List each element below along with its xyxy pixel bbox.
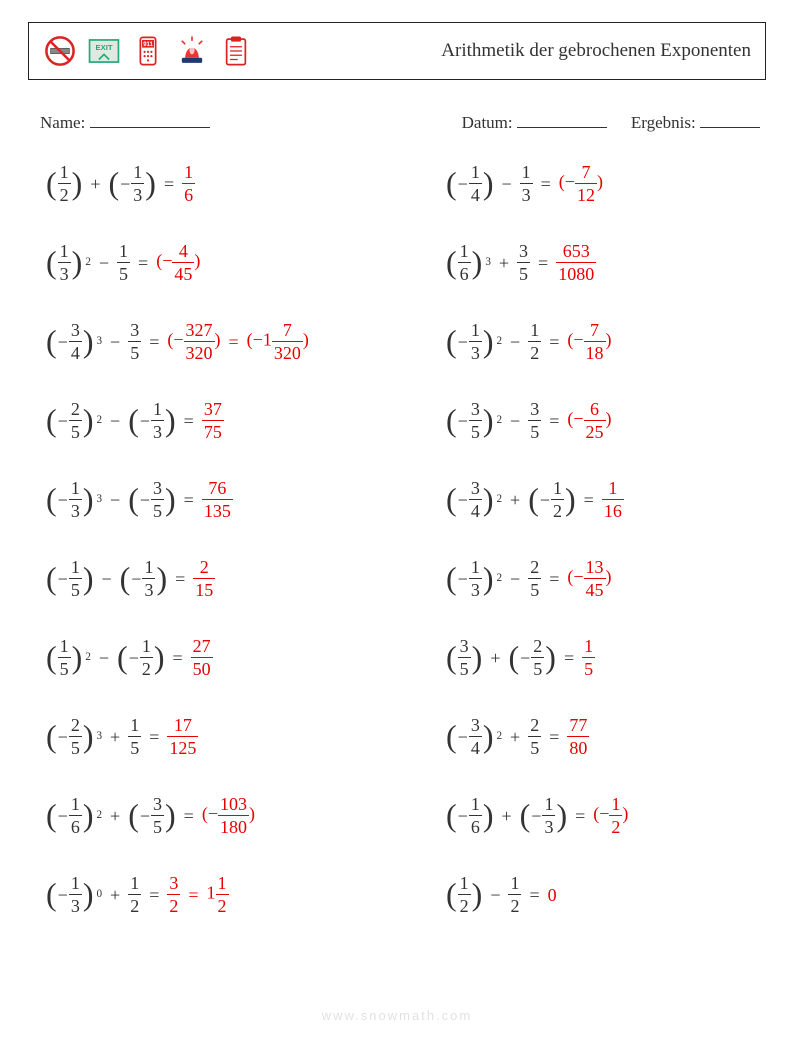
equation-row: 12−12=0 (446, 874, 786, 915)
equation-row: −132−25=(−1345) (446, 558, 786, 599)
equation-row: −15−−13=215 (46, 558, 386, 599)
phone-911-icon: 911 (131, 34, 165, 68)
equation-row: −342+−12=116 (446, 479, 786, 520)
worksheet-title: Arithmetik der gebrochenen Exponenten (441, 40, 751, 62)
result-field: Ergebnis: (631, 110, 760, 133)
equation-row: 132−15=(−445) (46, 242, 386, 283)
svg-text:EXIT: EXIT (96, 43, 113, 52)
equation-row: −16+−13=(−12) (446, 795, 786, 836)
exit-sign-icon: EXIT (87, 34, 121, 68)
watermark-footer: www.snowmath.com (0, 1008, 794, 1023)
worksheet-page: EXIT 911 Arithmetik der gebrochenen Expo… (0, 0, 794, 915)
no-smoking-icon (43, 34, 77, 68)
equation-row: −343−35=(−327320)=(−17320) (46, 321, 386, 362)
svg-text:911: 911 (143, 42, 153, 48)
equation-row: −352−35=(−625) (446, 400, 786, 441)
equation-row: −133−−35=76135 (46, 479, 386, 520)
equation-row: 152−−12=2750 (46, 637, 386, 678)
equation-row: −132−12=(−718) (446, 321, 786, 362)
date-label: Datum: (462, 113, 513, 132)
header-icons: EXIT 911 (43, 34, 253, 68)
name-field: Name: (40, 110, 210, 133)
equation-row: 163+35=6531080 (446, 242, 786, 283)
result-label: Ergebnis: (631, 113, 696, 132)
equation-row: −253+15=17125 (46, 716, 386, 757)
problems-right-column: −14−13=(−712) 163+35=6531080 −132−12=(−718… (446, 163, 786, 915)
problems-left-column: 12+−13=16 132−15=(−445) −343−35=(−327320)=… (46, 163, 386, 915)
equation-row: 35+−25=15 (446, 637, 786, 678)
date-field: Datum: (462, 110, 607, 133)
equation-row: −162+−35=(−103180) (46, 795, 386, 836)
meta-row: Name: Datum: Ergebnis: (40, 110, 760, 133)
equation-row: 12+−13=16 (46, 163, 386, 204)
equation-row: −342+25=7780 (446, 716, 786, 757)
problems-grid: 12+−13=16 132−15=(−445) −343−35=(−327320)=… (46, 163, 766, 915)
header-box: EXIT 911 Arithmetik der gebrochenen Expo… (28, 22, 766, 80)
name-label: Name: (40, 113, 85, 132)
equation-row: −252−−13=3775 (46, 400, 386, 441)
alarm-light-icon (175, 34, 209, 68)
clipboard-icon (219, 34, 253, 68)
equation-row: −14−13=(−712) (446, 163, 786, 204)
equation-row: −130+12=32=112 (46, 874, 386, 915)
